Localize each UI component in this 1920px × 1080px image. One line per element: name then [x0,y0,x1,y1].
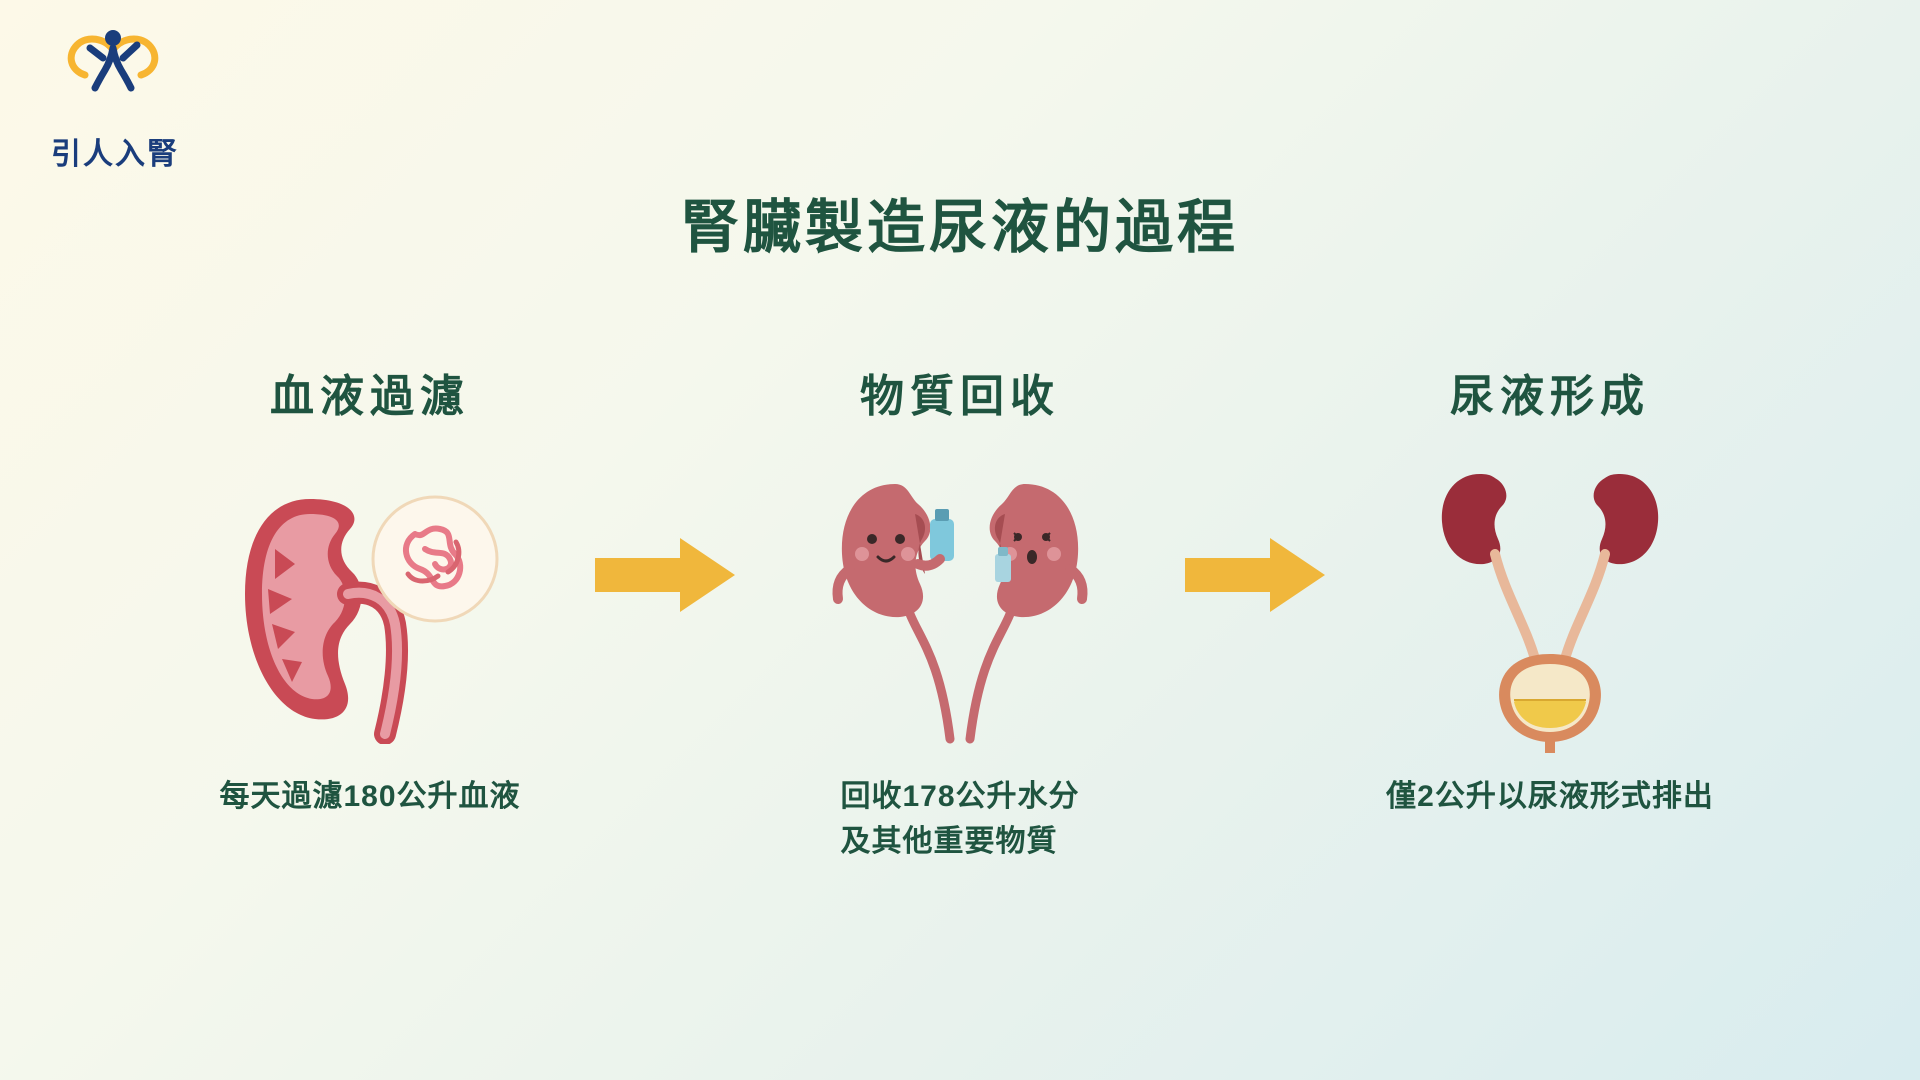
step-desc: 回收178公升水分 及其他重要物質 [840,774,1079,864]
step-title: 血液過濾 [270,360,470,424]
brand-logo: 引人入腎 [30,20,200,173]
arrow-icon [590,360,740,625]
logo-icon [55,20,175,120]
process-flow: 血液過濾 每天過濾180公升血液 物質回收 [0,360,1920,864]
step-urine-formation: 尿液形成 僅2公升以尿液形式排出 [1360,360,1740,819]
logo-text: 引人入腎 [30,129,200,173]
step-title: 物質回收 [860,360,1060,424]
urinary-system-icon [1410,454,1690,754]
kidney-filtration-icon [220,454,520,754]
page-title: 腎臟製造尿液的過程 [0,180,1920,264]
step-reabsorption: 物質回收 [770,360,1150,864]
step-desc: 每天過濾180公升血液 [219,774,520,819]
arrow-icon [1180,360,1330,625]
step-title: 尿液形成 [1450,360,1650,424]
step-blood-filtration: 血液過濾 每天過濾180公升血液 [180,360,560,819]
step-desc: 僅2公升以尿液形式排出 [1386,774,1714,819]
cute-kidneys-icon [800,454,1120,754]
